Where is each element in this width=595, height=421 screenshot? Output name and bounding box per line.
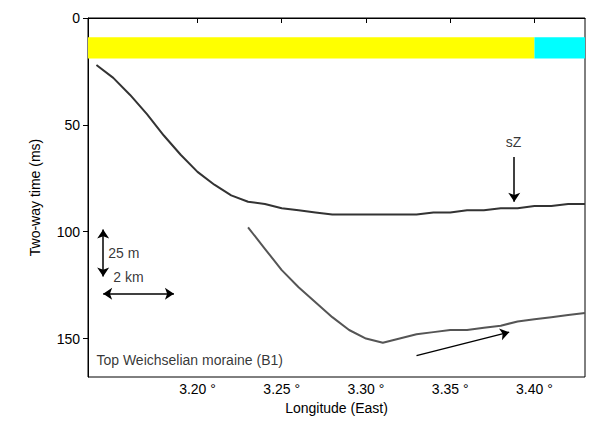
svg-text:25 m: 25 m [108, 245, 139, 261]
svg-text:150: 150 [57, 331, 81, 347]
svg-text:sZ: sZ [506, 134, 522, 150]
svg-text:100: 100 [57, 224, 81, 240]
svg-text:3.20 °: 3.20 ° [179, 381, 216, 397]
svg-text:3.40 °: 3.40 ° [516, 381, 553, 397]
svg-text:0: 0 [72, 10, 80, 26]
svg-text:Longitude (East): Longitude (East) [285, 400, 388, 416]
svg-text:Two-way time (ms): Two-way time (ms) [27, 139, 43, 256]
svg-text:Top Weichselian moraine (B1): Top Weichselian moraine (B1) [96, 352, 283, 368]
svg-text:3.35 °: 3.35 ° [432, 381, 469, 397]
svg-text:3.25 °: 3.25 ° [263, 381, 300, 397]
svg-text:50: 50 [64, 117, 80, 133]
svg-text:3.30 °: 3.30 ° [348, 381, 385, 397]
svg-text:2 km: 2 km [113, 269, 143, 285]
